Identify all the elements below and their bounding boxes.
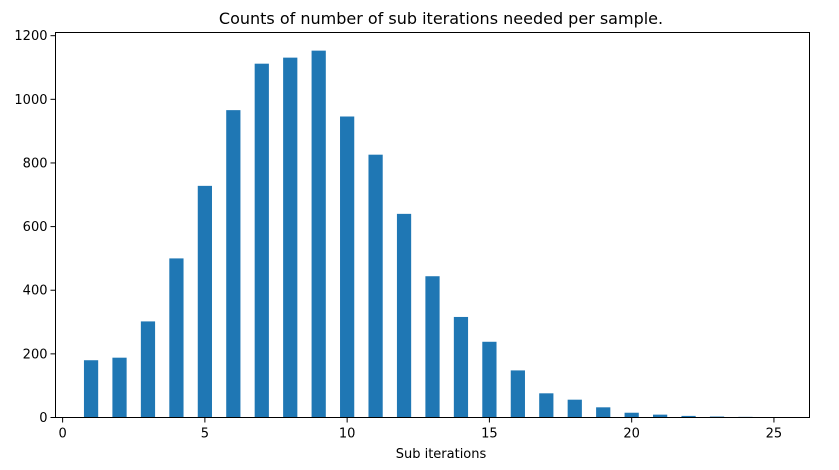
bar-9	[311, 50, 326, 418]
plot-frame	[55, 32, 810, 418]
bar-12	[396, 213, 412, 418]
bar-11	[368, 154, 383, 418]
bar-1	[83, 360, 99, 418]
y-axis-ticks: 0 200 400 600 800 1000 1200	[14, 29, 56, 426]
bar-4	[169, 258, 184, 418]
y-tick-label-0: 0	[39, 411, 47, 426]
bar-7	[254, 63, 269, 418]
bar-16	[510, 370, 525, 418]
x-tick-label-0: 0	[58, 427, 66, 442]
x-axis-ticks: 0 5 10 15 20 25	[58, 417, 783, 442]
bar-20	[624, 412, 639, 418]
bar-10	[340, 116, 355, 418]
bar-13	[425, 276, 440, 418]
bar-5	[197, 185, 212, 418]
bar-2	[112, 357, 127, 418]
y-tick-label-1000: 1000	[14, 93, 47, 108]
x-tick-label-10: 10	[339, 427, 356, 442]
y-tick-label-200: 200	[23, 347, 48, 362]
bar-14	[453, 316, 469, 418]
y-tick-label-600: 600	[23, 220, 48, 235]
bar-18	[567, 399, 582, 418]
chart-title: Counts of number of sub iterations neede…	[219, 9, 663, 28]
y-tick-label-800: 800	[23, 156, 48, 171]
bars-group	[83, 50, 782, 418]
bar-21	[653, 414, 668, 418]
bar-17	[539, 393, 554, 418]
y-tick-label-1200: 1200	[14, 29, 47, 44]
x-axis-label: Sub iterations	[396, 447, 487, 462]
bar-6	[226, 110, 241, 418]
bar-8	[283, 57, 298, 418]
bar-15	[482, 341, 497, 418]
bar-19	[596, 407, 611, 418]
x-tick-label-20: 20	[623, 427, 640, 442]
x-tick-label-5: 5	[201, 427, 209, 442]
bar-22	[681, 415, 696, 418]
y-tick-label-400: 400	[23, 284, 48, 299]
x-tick-label-15: 15	[481, 427, 498, 442]
bar-3	[140, 321, 156, 418]
x-tick-label-25: 25	[766, 427, 783, 442]
